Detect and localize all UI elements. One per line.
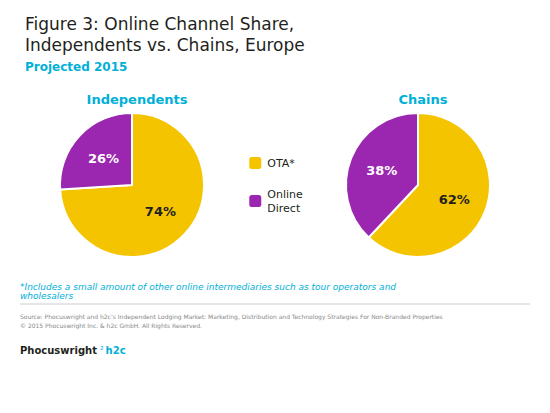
svg-text:²: ² [100, 345, 104, 355]
svg-text:62%: 62% [439, 192, 470, 207]
svg-text:Phocuswright: Phocuswright [20, 345, 97, 356]
svg-text:Direct: Direct [267, 202, 301, 215]
svg-text:38%: 38% [366, 163, 397, 178]
svg-text:26%: 26% [88, 151, 119, 166]
svg-text:Independents: Independents [87, 92, 188, 107]
svg-text:h2c: h2c [106, 345, 126, 356]
svg-text:Independents vs. Chains, Europ: Independents vs. Chains, Europe [25, 35, 305, 55]
svg-text:74%: 74% [145, 204, 176, 219]
svg-text:Source: Phocuswright and h2c’s: Source: Phocuswright and h2c’s Independe… [20, 313, 443, 321]
svg-text:Projected 2015: Projected 2015 [25, 60, 127, 74]
svg-text:wholesalers: wholesalers [20, 291, 74, 301]
svg-text:Chains: Chains [398, 92, 447, 107]
svg-text:© 2015 Phocuswright Inc. & h2c: © 2015 Phocuswright Inc. & h2c GmbH. All… [20, 322, 202, 330]
svg-text:Figure 3: Online Channel Share: Figure 3: Online Channel Share, [25, 14, 294, 34]
svg-text:OTA*: OTA* [267, 157, 295, 170]
svg-text:Online: Online [267, 188, 303, 201]
svg-text:*Includes a small amount of ot: *Includes a small amount of other online… [20, 282, 399, 292]
